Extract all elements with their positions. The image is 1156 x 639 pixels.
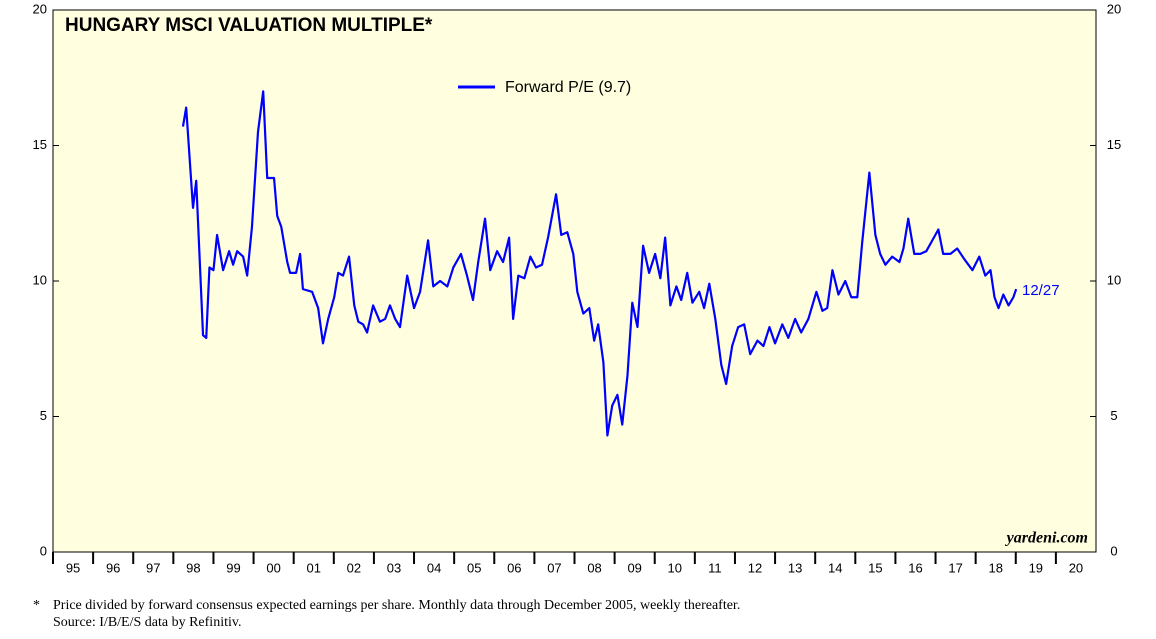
x-tick-label: 20 [1069,560,1083,575]
x-tick-label: 17 [948,560,962,575]
x-tick-label: 97 [146,560,160,575]
x-tick-label: 19 [1029,560,1043,575]
x-tick-label: 18 [988,560,1002,575]
footnote-marker: * [33,598,40,613]
x-tick-label: 11 [708,560,722,575]
x-tick-label: 98 [186,560,200,575]
y-tick-label: 0 [40,543,47,558]
footnote: Source: I/B/E/S data by Refinitiv. [53,615,241,630]
footnote: Price divided by forward consensus expec… [53,598,740,613]
y2-tick-label: 5 [1110,408,1117,423]
x-tick-label: 14 [828,560,842,575]
x-tick-label: 10 [668,560,682,575]
x-tick-label: 12 [748,560,762,575]
y-tick-label: 20 [33,1,47,16]
x-tick-label: 03 [387,560,401,575]
y2-tick-label: 10 [1107,272,1121,287]
x-tick-label: 02 [347,560,361,575]
y-tick-label: 15 [33,137,47,152]
brand: yardeni.com [1005,530,1088,547]
y-tick-label: 10 [33,272,47,287]
x-tick-label: 13 [788,560,802,575]
x-tick-label: 95 [66,560,80,575]
x-tick-label: 05 [467,560,481,575]
x-tick-label: 96 [106,560,120,575]
y2-tick-label: 0 [1110,543,1117,558]
legend-label: Forward P/E (9.7) [505,79,631,96]
plot-area [52,9,1097,553]
x-tick-label: 15 [868,560,882,575]
y-tick-label: 5 [40,408,47,423]
x-tick-label: 08 [587,560,601,575]
x-tick-label: 00 [266,560,280,575]
chart-title: HUNGARY MSCI VALUATION MULTIPLE* [65,15,433,36]
x-tick-label: 04 [427,560,441,575]
x-tick-label: 99 [226,560,240,575]
x-tick-label: 07 [547,560,561,575]
x-tick-label: 06 [507,560,521,575]
data-line [181,90,1018,437]
y2-tick-label: 20 [1107,1,1121,16]
x-tick-label: 01 [307,560,321,575]
x-tick-label: 09 [627,560,641,575]
end-label: 12/27 [1022,282,1060,299]
x-tick-label: 16 [908,560,922,575]
y2-tick-label: 15 [1107,137,1121,152]
